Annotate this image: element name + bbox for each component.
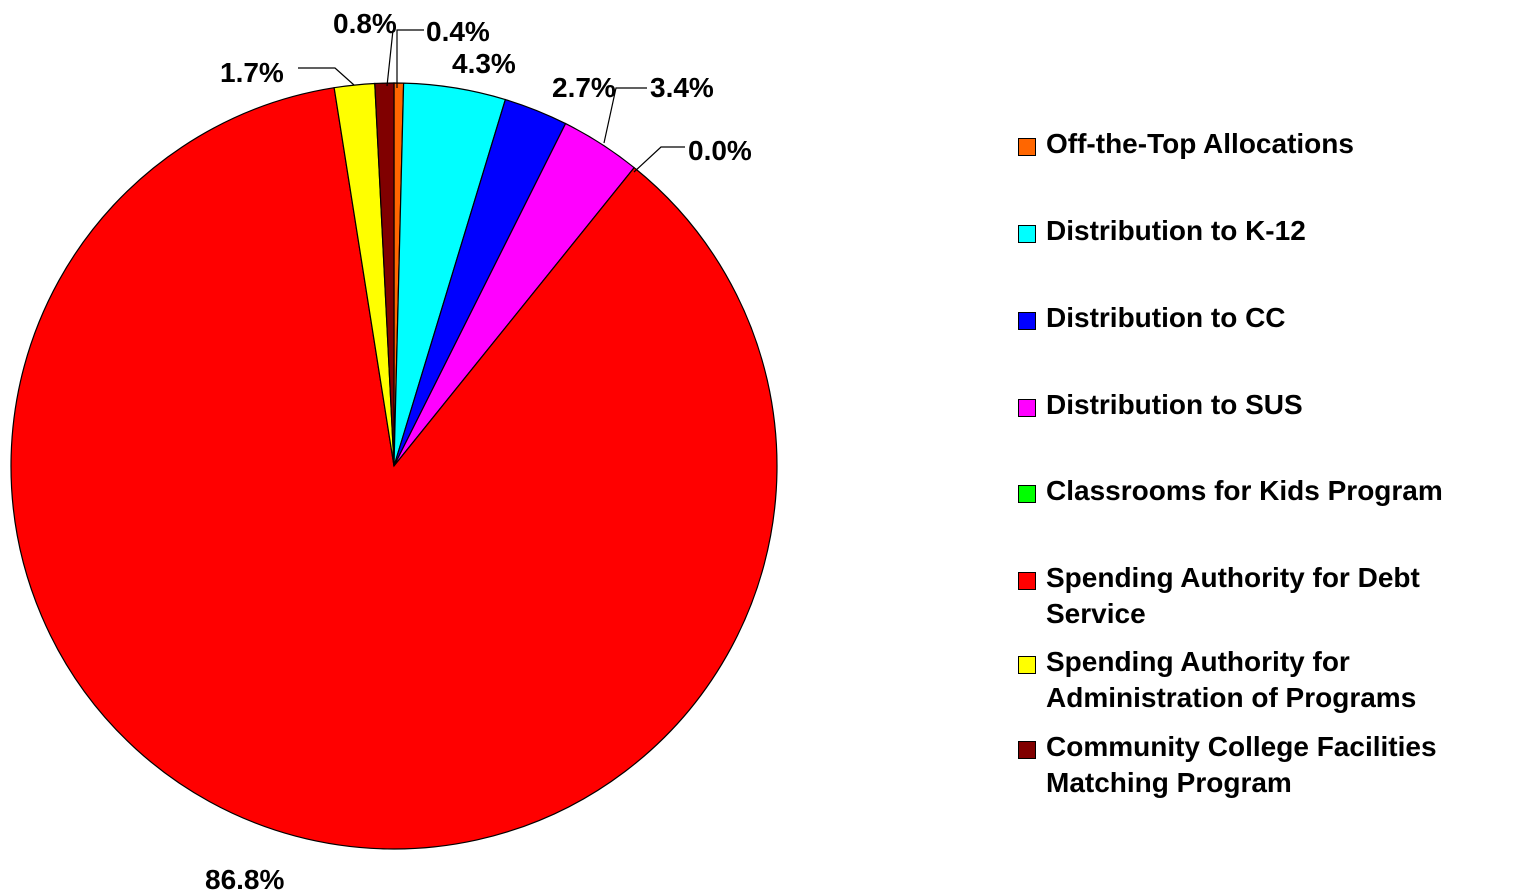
- legend-swatch: [1018, 399, 1036, 417]
- legend-swatch: [1018, 225, 1036, 243]
- leader-line-cc-facilities: [386, 29, 394, 87]
- legend-swatch: [1018, 656, 1036, 674]
- legend-item-cc: Distribution to CC: [1018, 300, 1496, 336]
- legend-label: Distribution to CC: [1046, 302, 1286, 333]
- data-label-k12: 4.3%: [452, 48, 516, 79]
- data-label-classrooms: 0.0%: [688, 135, 752, 166]
- leader-line-classrooms: [633, 146, 685, 173]
- data-label-sus: 3.4%: [650, 72, 714, 103]
- data-label-debt-service: 86.8%: [205, 864, 284, 892]
- pie-slice-community-college-facilities-matching-program: [374, 82, 395, 467]
- legend-item-cc-facilities: Community College Facilities Matching Pr…: [1018, 729, 1496, 801]
- legend-item-debt-service: Spending Authority for Debt Service: [1018, 560, 1496, 632]
- legend-label: Spending Authority for Debt Service: [1046, 562, 1420, 629]
- legend-swatch: [1018, 572, 1036, 590]
- pie-slice-spending-authority-for-debt-service: [10, 87, 778, 850]
- legend-label: Distribution to SUS: [1046, 389, 1303, 420]
- legend-label: Spending Authority for Administration of…: [1046, 646, 1417, 713]
- legend-item-off-the-top: Off-the-Top Allocations: [1018, 126, 1496, 162]
- leader-line-administration: [298, 67, 355, 86]
- legend-swatch: [1018, 485, 1036, 503]
- legend-label: Community College Facilities Matching Pr…: [1046, 731, 1437, 798]
- legend-item-administration: Spending Authority for Administration of…: [1018, 644, 1496, 716]
- data-label-administration: 1.7%: [220, 57, 284, 88]
- legend-label: Distribution to K-12: [1046, 215, 1306, 246]
- legend-item-k12: Distribution to K-12: [1018, 213, 1496, 249]
- legend-label: Classrooms for Kids Program: [1046, 475, 1443, 506]
- leader-lines: [298, 29, 685, 173]
- leader-line-off-the-top: [396, 29, 424, 88]
- pie-slices: [10, 82, 778, 850]
- legend-item-sus: Distribution to SUS: [1018, 387, 1496, 423]
- leader-line-cc: [603, 87, 647, 144]
- legend-item-classrooms: Classrooms for Kids Program: [1018, 473, 1496, 509]
- data-label-off-the-top: 0.4%: [426, 16, 490, 47]
- data-label-cc: 2.7%: [552, 72, 616, 103]
- data-labels: 0.4% 4.3% 2.7% 3.4% 0.0% 86.8% 1.7% 0.8%: [205, 8, 752, 892]
- legend-swatch: [1018, 741, 1036, 759]
- legend-label: Off-the-Top Allocations: [1046, 128, 1354, 159]
- data-label-cc-facilities: 0.8%: [333, 8, 397, 39]
- legend-swatch: [1018, 138, 1036, 156]
- legend-swatch: [1018, 312, 1036, 330]
